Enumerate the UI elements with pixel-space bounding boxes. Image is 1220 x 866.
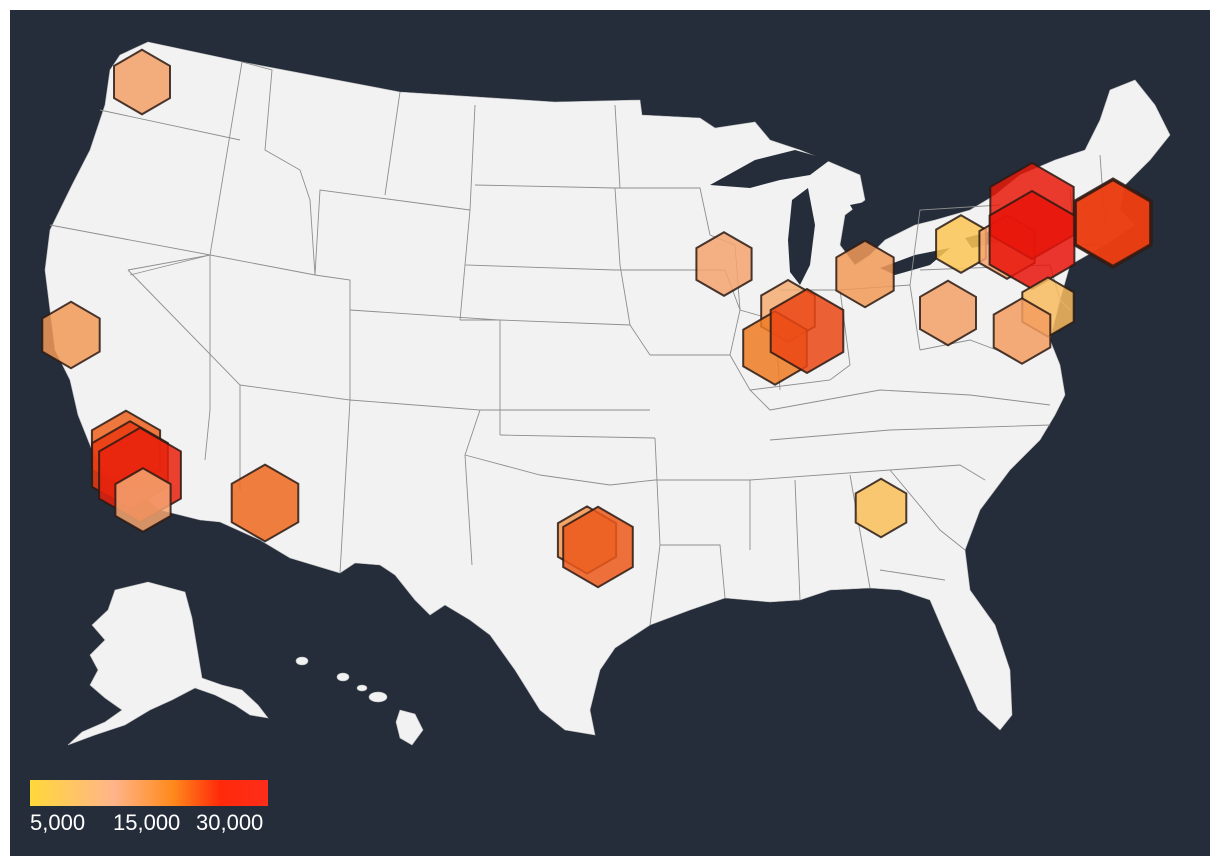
hexbin-cell[interactable]: [854, 477, 908, 539]
hexbin-cell[interactable]: [562, 505, 634, 589]
contiguous-us-landmass: [44, 41, 1171, 736]
map-frame: 5,000 15,000 30,000: [10, 10, 1210, 856]
hexbin-layer: [41, 48, 1153, 589]
hexbin-cell[interactable]: [1074, 179, 1152, 267]
hexbin-cell[interactable]: [114, 467, 172, 533]
hexbin-cell[interactable]: [230, 463, 300, 543]
color-legend: 5,000 15,000 30,000: [30, 780, 270, 835]
hawaii-islands: [295, 656, 424, 746]
hexbin-cell[interactable]: [992, 297, 1052, 365]
hexbin-cell[interactable]: [769, 287, 845, 375]
legend-gradient-bar: [30, 780, 268, 806]
us-map[interactable]: [10, 10, 1210, 856]
legend-tick-label: 30,000: [196, 810, 264, 835]
hexbin-cell[interactable]: [41, 300, 101, 370]
alaska-landmass: [67, 581, 269, 746]
hexbin-cell[interactable]: [835, 239, 895, 309]
legend-tick-label: 15,000: [113, 810, 181, 835]
hexbin-cell[interactable]: [113, 48, 171, 116]
hexbin-cell[interactable]: [919, 279, 977, 347]
hexbin-cell[interactable]: [695, 231, 753, 297]
legend-tick-label: 5,000: [30, 810, 86, 835]
